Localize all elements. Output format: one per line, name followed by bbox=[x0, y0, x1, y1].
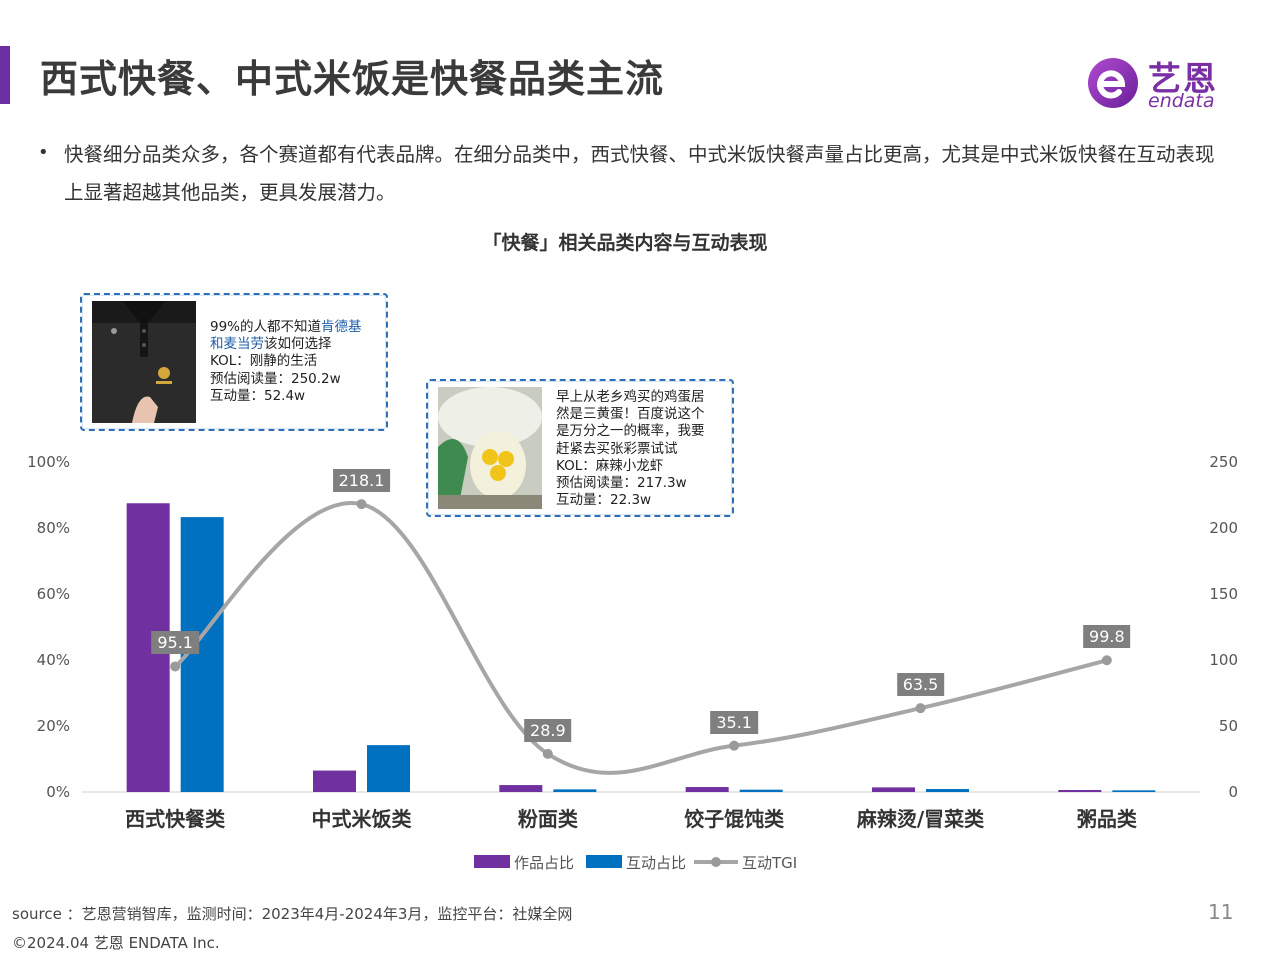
tgi-point bbox=[915, 703, 926, 714]
legend-label: 互动TGI bbox=[742, 854, 797, 872]
y-left-tick-label: 60% bbox=[37, 585, 70, 603]
category-label: 饺子馄饨类 bbox=[684, 807, 784, 831]
callout-egg-interactions: 互动量：22.3w bbox=[556, 492, 652, 509]
category-label: 粉面类 bbox=[518, 807, 578, 831]
tgi-value-label: 95.1 bbox=[151, 631, 199, 655]
callout-kfc-line2: 该如何选择 bbox=[264, 336, 332, 353]
bar-works-share bbox=[872, 787, 915, 792]
callout-egg-line1: 早上从老乡鸡买的鸡蛋居 bbox=[556, 389, 705, 405]
callout-kfc-reads: 预估阅读量：250.2w bbox=[210, 370, 341, 387]
bar-interaction-share bbox=[553, 789, 597, 792]
y-left-tick-label: 100% bbox=[27, 453, 70, 471]
bar-interaction-share bbox=[180, 517, 224, 792]
category-label: 西式快餐类 bbox=[125, 807, 225, 831]
y-left-tick-label: 20% bbox=[37, 717, 70, 735]
tgi-point bbox=[170, 661, 181, 672]
y-right-tick-label: 0 bbox=[1228, 783, 1238, 801]
page-title: 西式快餐、中式米饭是快餐品类主流 bbox=[40, 57, 665, 101]
callout-kfc-line1: 99%的人都不知道 bbox=[210, 319, 322, 335]
callout-kfc-highlight1: 肯德基 bbox=[321, 319, 362, 335]
callout-egg-line3: 是万分之一的概率，我要 bbox=[556, 423, 705, 440]
bullet-dot: • bbox=[38, 142, 49, 163]
callout-kfc-kol: KOL：刚静的生活 bbox=[210, 353, 318, 370]
logo-sub: endata bbox=[1148, 90, 1215, 112]
legend-swatch bbox=[474, 855, 510, 868]
y-right-tick-label: 250 bbox=[1209, 453, 1238, 471]
page-number: 11 bbox=[1208, 900, 1234, 924]
chart-title: 「快餐」相关品类内容与互动表现 bbox=[482, 232, 768, 254]
legend-swatch bbox=[586, 855, 622, 868]
bar-interaction-share bbox=[1112, 790, 1156, 792]
callout-egg-text: 早上从老乡鸡买的鸡蛋居 然是三黄蛋！百度说这个 是万分之一的概率，我要 赶紧去买… bbox=[556, 389, 705, 509]
category-label: 粥品类 bbox=[1077, 807, 1137, 831]
tgi-point bbox=[729, 740, 740, 751]
y-left-tick-label: 0% bbox=[46, 783, 70, 801]
callout-kfc: 99%的人都不知道肯德基 和麦当劳该如何选择 KOL：刚静的生活 预估阅读量：2… bbox=[80, 293, 388, 431]
summary-text: 快餐细分品类众多，各个赛道都有代表品牌。在细分品类中，西式快餐、中式米饭快餐声量… bbox=[64, 143, 1215, 204]
bar-interaction-share bbox=[926, 789, 969, 792]
polo-shirt-photo bbox=[92, 301, 196, 423]
tgi-value-label: 28.9 bbox=[524, 718, 572, 742]
callout-egg-reads: 预估阅读量：217.3w bbox=[556, 475, 687, 492]
callout-egg-line4: 赶紧去买张彩票试试 bbox=[556, 440, 678, 457]
logo-name: 艺恩 bbox=[1148, 59, 1218, 98]
tgi-point bbox=[356, 499, 367, 510]
y-right-tick-label: 50 bbox=[1219, 717, 1238, 735]
tgi-line bbox=[173, 500, 1109, 775]
y-right-tick-label: 200 bbox=[1209, 519, 1238, 537]
endata-logo: 艺恩 endata bbox=[1082, 50, 1242, 116]
bar-interaction-share bbox=[367, 745, 410, 792]
tgi-value-label: 99.8 bbox=[1083, 625, 1131, 649]
egg-photo bbox=[438, 387, 542, 509]
category-label: 麻辣烫/冒菜类 bbox=[856, 807, 984, 831]
endata-logo-icon bbox=[1088, 58, 1138, 108]
tgi-point bbox=[542, 748, 553, 759]
tgi-value-label: 63.5 bbox=[896, 673, 945, 697]
callout-egg-kol: KOL：麻辣小龙虾 bbox=[556, 457, 664, 474]
tgi-value-label: 218.1 bbox=[332, 469, 391, 493]
copyright: ©2024.04 艺恩 ENDATA Inc. bbox=[12, 934, 220, 952]
callout-kfc-text: 99%的人都不知道肯德基 和麦当劳该如何选择 KOL：刚静的生活 预估阅读量：2… bbox=[210, 319, 362, 405]
title-accent-bar bbox=[0, 46, 10, 104]
tgi-point bbox=[1101, 655, 1112, 666]
y-right-tick-label: 150 bbox=[1209, 585, 1238, 603]
bar-works-share bbox=[313, 770, 356, 792]
bar-works-share bbox=[499, 785, 543, 792]
callout-egg: 早上从老乡鸡买的鸡蛋居 然是三黄蛋！百度说这个 是万分之一的概率，我要 赶紧去买… bbox=[426, 379, 734, 517]
callout-egg-line2: 然是三黄蛋！百度说这个 bbox=[556, 406, 705, 423]
legend-label: 互动占比 bbox=[626, 854, 686, 872]
tgi-value-label: 35.1 bbox=[710, 710, 758, 734]
y-left-tick-label: 80% bbox=[37, 519, 70, 537]
y-right-tick-label: 100 bbox=[1209, 651, 1238, 669]
bar-interaction-share bbox=[739, 789, 783, 792]
category-label: 中式米饭类 bbox=[312, 807, 412, 831]
bar-works-share bbox=[1058, 790, 1102, 792]
legend-label: 作品占比 bbox=[514, 854, 574, 872]
legend-line-marker bbox=[711, 857, 721, 867]
bar-works-share bbox=[685, 787, 729, 792]
source-note: source ：艺恩营销智库，监测时间：2023年4月-2024年3月，监控平台… bbox=[12, 905, 573, 923]
y-left-tick-label: 40% bbox=[37, 651, 70, 669]
callout-kfc-highlight2: 和麦当劳 bbox=[210, 336, 264, 353]
callout-kfc-interactions: 互动量：52.4w bbox=[210, 387, 306, 404]
